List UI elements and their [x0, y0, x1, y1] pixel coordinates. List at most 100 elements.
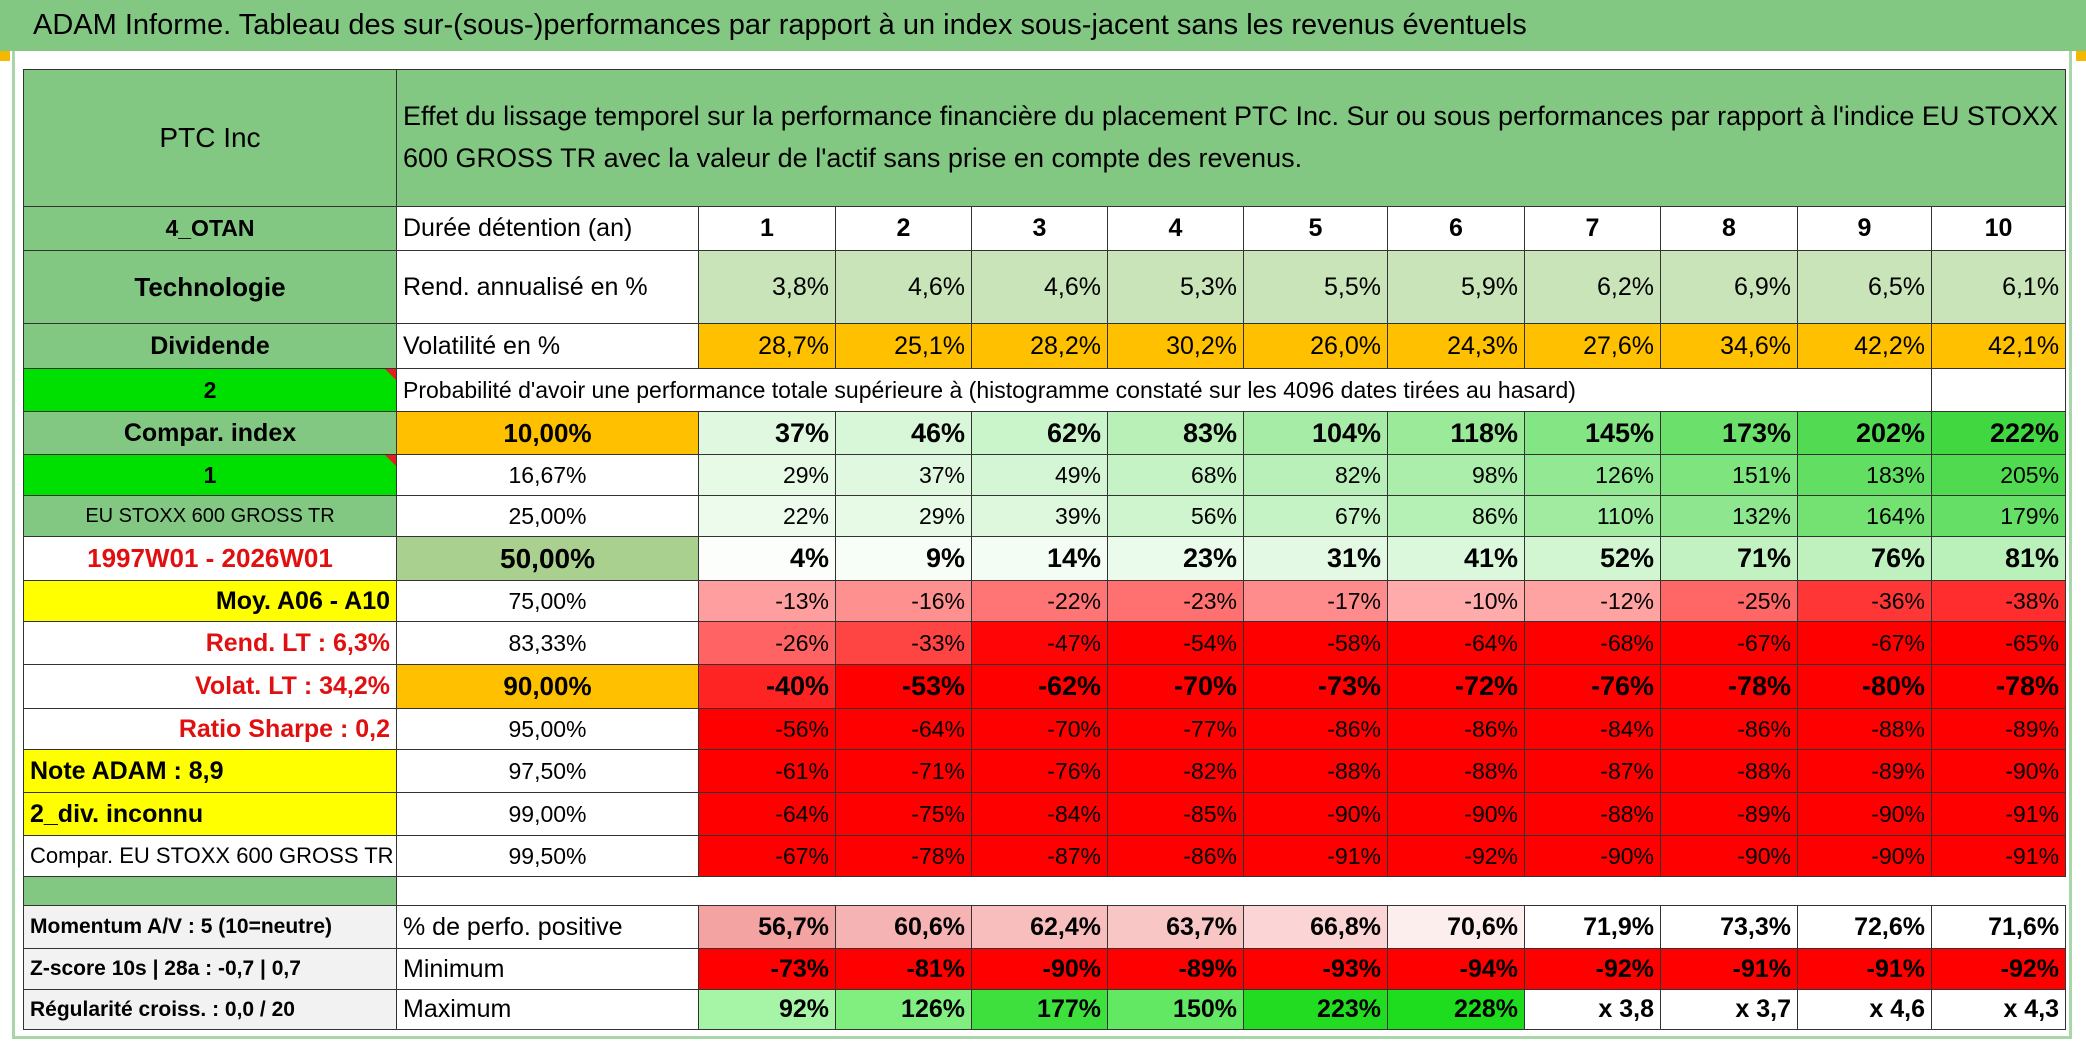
value-cell: -91%	[1797, 948, 1932, 990]
table-row: EU STOXX 600 GROSS TR 25,00% 22% 29% 39% 56% 6…	[23, 495, 2067, 537]
row-header: 2	[23, 368, 397, 412]
row-header: Compar. index	[23, 411, 397, 455]
row-header: Volat. LT : 34,2%	[23, 664, 397, 709]
value-cell: -89%	[1660, 792, 1798, 836]
value-cell: -71%	[835, 749, 972, 793]
indicator: Momentum A/V : 5 (10=neutre)	[23, 905, 397, 949]
value-cell: -84%	[971, 792, 1108, 836]
column-header: 6	[1387, 206, 1525, 251]
value-cell: -86%	[1660, 708, 1798, 750]
value-cell: -72%	[1387, 664, 1525, 709]
value-cell: 82%	[1243, 454, 1388, 496]
row-label: Rend. annualisé en %	[396, 250, 699, 324]
value-cell: -25%	[1660, 580, 1798, 622]
column-header: 1	[698, 206, 836, 251]
value-cell: -40%	[698, 664, 836, 709]
value-cell: -88%	[1387, 749, 1525, 793]
value-cell: -87%	[971, 835, 1108, 877]
value-cell: 28,2%	[971, 323, 1108, 369]
value-cell: 71,6%	[1930, 905, 2067, 949]
value-cell: -85%	[1107, 792, 1244, 836]
value-cell: -80%	[1797, 664, 1932, 709]
value-cell: -90%	[971, 948, 1108, 990]
spacer	[1931, 876, 2066, 906]
value-cell: -91%	[1930, 835, 2067, 877]
value-cell: -22%	[971, 580, 1108, 622]
row-header: Compar. EU STOXX 600 GROSS TR	[23, 835, 397, 877]
value-cell: 145%	[1524, 411, 1661, 455]
marker	[0, 51, 10, 61]
spacer	[1660, 876, 1798, 906]
table-row: 1997W01 - 2026W01 50,00% 4% 9% 14% 23% 31% 41% 5…	[23, 536, 2067, 581]
value-cell: 132%	[1660, 495, 1798, 537]
quantile-label: 16,67%	[396, 454, 699, 496]
value-cell: 56,7%	[698, 905, 836, 949]
value-cell: -90%	[1797, 792, 1932, 836]
spacer	[1524, 876, 1661, 906]
column-header: 4	[1107, 206, 1244, 251]
value-cell: 39%	[971, 495, 1108, 537]
quantile-label: 83,33%	[396, 621, 699, 665]
value-cell: -10%	[1387, 580, 1525, 622]
value-cell: 14%	[971, 536, 1108, 581]
spacer	[698, 876, 836, 906]
quantile-label: 50,00%	[396, 536, 699, 581]
value-cell: 183%	[1797, 454, 1932, 496]
table-row: Moy. A06 - A10 75,00% -13% -16% -22% -23% -17%…	[23, 580, 2067, 622]
value-cell: -12%	[1524, 580, 1661, 622]
value-cell: -62%	[971, 664, 1108, 709]
value-cell: 70,6%	[1387, 905, 1525, 949]
value-cell: -73%	[698, 948, 836, 990]
value-cell: 126%	[835, 989, 972, 1030]
value-cell: -90%	[1524, 835, 1661, 877]
spacer	[1107, 876, 1244, 906]
value-cell: 29%	[835, 495, 972, 537]
value-cell: -77%	[1107, 708, 1244, 750]
value-cell: 110%	[1524, 495, 1661, 537]
row-label: Durée détention (an)	[396, 206, 699, 251]
table-row: Note ADAM : 8,9 97,50% -61% -71% -76% -82% -88…	[23, 749, 2067, 793]
value-cell: -90%	[1660, 835, 1798, 877]
value-cell: -88%	[1797, 708, 1932, 750]
indicator: Régularité croiss. : 0,0 / 20	[23, 989, 397, 1030]
value-cell: -90%	[1797, 835, 1932, 877]
value-cell: 202%	[1797, 411, 1932, 455]
value-cell: 9%	[835, 536, 972, 581]
spacer	[1387, 876, 1525, 906]
table-row: Volat. LT : 34,2% 90,00% -40% -53% -62% -70% -…	[23, 664, 2067, 709]
value-cell: 30,2%	[1107, 323, 1244, 369]
value-cell: 6,2%	[1524, 250, 1661, 324]
value-cell: 222%	[1930, 411, 2067, 455]
value-cell: 71%	[1660, 536, 1798, 581]
value-cell: 179%	[1930, 495, 2067, 537]
column-header: 8	[1660, 206, 1798, 251]
table-row: 1 16,67% 29% 37% 49% 68% 82% 98% 126% 151% 183% 205…	[23, 454, 2067, 496]
value-cell: -67%	[1797, 621, 1932, 665]
value-cell: 56%	[1107, 495, 1244, 537]
spacer	[396, 876, 699, 906]
indicator: Z-score 10s | 28a : -0,7 | 0,7	[23, 948, 397, 990]
row-header: Technologie	[23, 250, 397, 324]
value-cell: 5,3%	[1107, 250, 1244, 324]
value-cell: -91%	[1930, 792, 2067, 836]
row-header: 2_div. inconnu	[23, 792, 397, 836]
value-cell: 27,6%	[1524, 323, 1661, 369]
table-row	[23, 876, 2066, 906]
quantile-label: 10,00%	[396, 411, 699, 455]
value-cell: 62%	[971, 411, 1108, 455]
value-cell: 72,6%	[1797, 905, 1932, 949]
value-cell: 73,3%	[1660, 905, 1798, 949]
value-cell: -89%	[1797, 749, 1932, 793]
value-cell: -36%	[1797, 580, 1932, 622]
value-cell: -94%	[1387, 948, 1525, 990]
value-cell: -33%	[835, 621, 972, 665]
value-cell: -90%	[1243, 792, 1388, 836]
value-cell: 173%	[1660, 411, 1798, 455]
row-header: Dividende	[23, 323, 397, 369]
table-row: Dividende Volatilité en % 28,7% 25,1% 28,2% 3…	[23, 323, 2067, 369]
table-row: 2_div. inconnu 99,00% -64% -75% -84% -85% -90%…	[23, 792, 2067, 836]
row-header: Moy. A06 - A10	[23, 580, 397, 622]
value-cell: 26,0%	[1243, 323, 1388, 369]
value-cell: 118%	[1387, 411, 1525, 455]
table-row: 2 Probabilité d'avoir une performance tot…	[23, 368, 2067, 412]
